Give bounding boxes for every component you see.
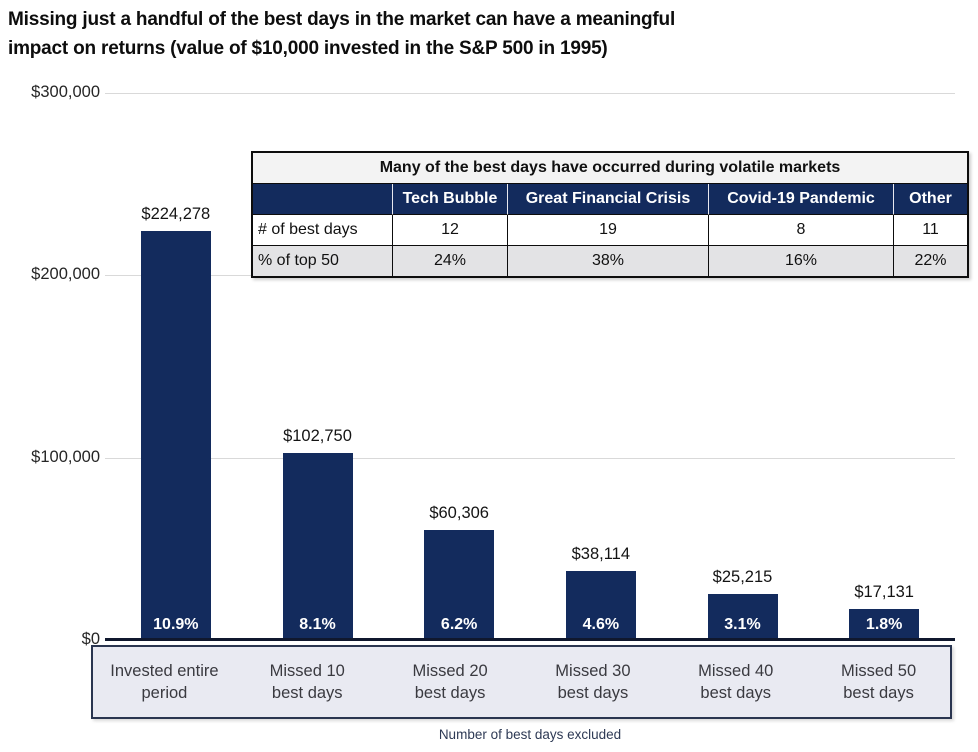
category-label-1: Missed 10 best days [269, 662, 345, 702]
table-cell: 8 [709, 215, 894, 246]
bar-percent-label: 10.9% [153, 615, 199, 633]
table-cell: 24% [393, 246, 508, 276]
table-cell: 16% [709, 246, 894, 276]
y-tick-label: $0 [81, 630, 100, 648]
y-tick-label: $100,000 [31, 447, 100, 466]
bar-percent-label: 3.1% [724, 615, 761, 633]
table-header-Other: Other [894, 184, 967, 215]
bar-0: 10.9% [140, 231, 211, 640]
bar-4: 3.1% [707, 594, 778, 640]
bar-value-label: $224,278 [141, 205, 211, 224]
category-label-2: Missed 20 best days [412, 662, 488, 702]
category-label-4: Missed 40 best days [698, 662, 774, 702]
bar-value-label: $102,750 [283, 426, 352, 445]
volatile-markets-table: Many of the best days have occurred duri… [251, 151, 969, 278]
chart-title-line1: Missing just a handful of the best days … [8, 9, 676, 30]
table-cell: 38% [508, 246, 709, 276]
bar-2: 6.2% [424, 530, 495, 640]
category-label-0: Invested entire period [110, 662, 219, 702]
table-header-Covid-19 Pandemic: Covid-19 Pandemic [709, 184, 894, 215]
x-axis-line [105, 638, 955, 641]
bar-percent-label: 8.1% [299, 615, 336, 633]
table-cell: 19 [508, 215, 709, 246]
table-row-label: % of top 50 [253, 246, 393, 276]
bar-percent-label: 1.8% [865, 615, 903, 633]
table-cell: 11 [894, 215, 967, 246]
table-header-blank [253, 184, 393, 215]
bar-percent-label: 6.2% [440, 615, 478, 633]
chart-title-line2: impact on returns (value of $10,000 inve… [8, 38, 608, 59]
y-tick-label: $200,000 [31, 265, 100, 284]
bar-value-label: $25,215 [712, 568, 773, 587]
bar-1: 8.1% [282, 452, 353, 640]
table-cell: 12 [393, 215, 508, 246]
table-header-Tech Bubble: Tech Bubble [393, 184, 508, 215]
category-label-5: Missed 50 best days [840, 662, 917, 702]
table-title: Many of the best days have occurred duri… [253, 153, 967, 184]
y-tick-label: $300,000 [31, 83, 100, 101]
bar-5: 1.8% [849, 608, 920, 640]
x-axis-title: Number of best days excluded [438, 727, 622, 742]
table-cell: 22% [894, 246, 967, 276]
gridline-100000 [105, 457, 955, 459]
category-axis-box: Invested entire period Missed 10 best day… [91, 645, 952, 719]
table-row-label: # of best days [253, 215, 393, 246]
category-label-3: Missed 30 best days [555, 662, 631, 702]
bar-value-label: $38,114 [571, 544, 631, 563]
chart-title: Missing just a handful of the best days … [8, 5, 968, 63]
bar-value-label: $60,306 [429, 504, 489, 523]
bar-3: 4.6% [565, 570, 636, 640]
bar-value-label: $17,131 [854, 582, 914, 601]
table-header-Great Financial Crisis: Great Financial Crisis [508, 184, 709, 215]
bar-percent-label: 4.6% [582, 615, 620, 633]
gridline-300000 [105, 93, 955, 94]
